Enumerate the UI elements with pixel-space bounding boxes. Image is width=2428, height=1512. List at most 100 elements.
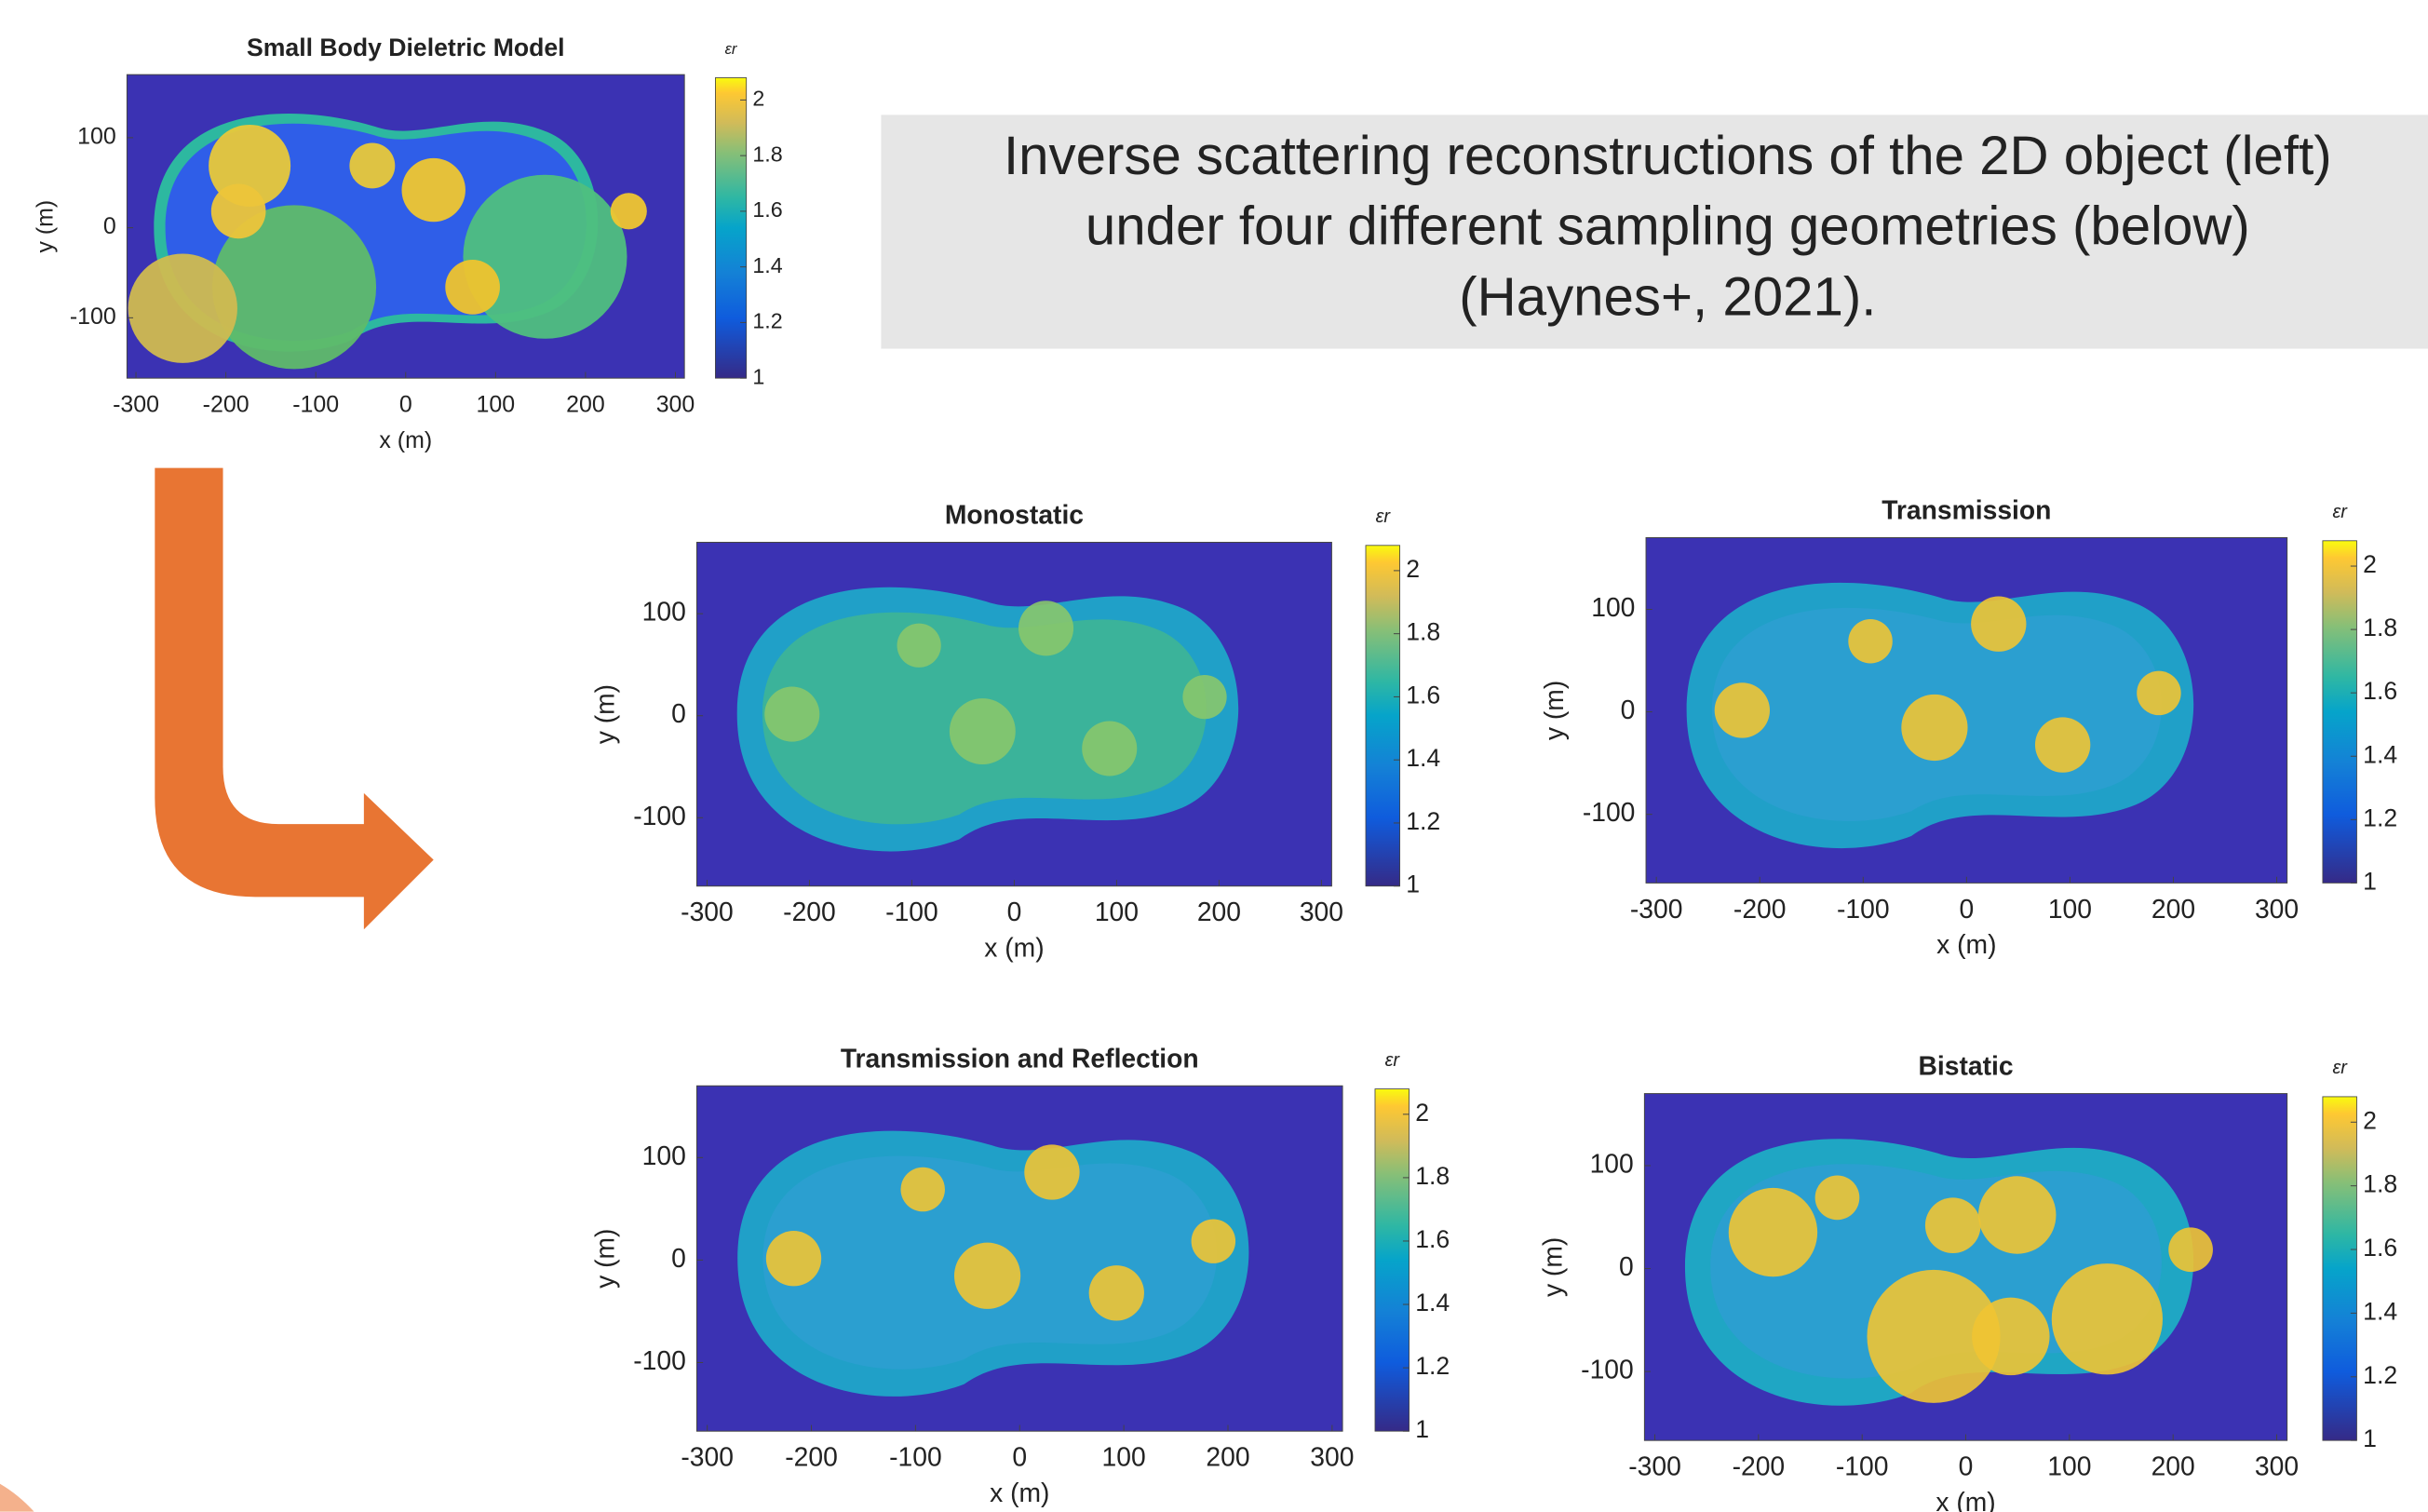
colorbar-tick-label: 2 (1406, 555, 1420, 583)
colorbar-tick-label: 1.8 (752, 142, 782, 166)
x-tick-label: 0 (1007, 897, 1022, 926)
colorbar-tick-label: 2 (1415, 1099, 1429, 1127)
inclusion (611, 193, 647, 229)
colorbar (715, 77, 746, 378)
colorbar-tick-label: 1.8 (1415, 1162, 1450, 1190)
inclusion (897, 624, 941, 668)
x-tick-label: -200 (783, 897, 836, 926)
x-tick-label: -300 (1630, 894, 1683, 924)
colorbar-tick-label: 1.6 (752, 197, 782, 222)
slide: {"caption":{"lines":["Inverse scattering… (0, 0, 2428, 1512)
corner-decoration (0, 1484, 34, 1512)
colorbar-tick-label: 1.6 (2363, 1234, 2397, 1262)
x-tick-label: -200 (203, 392, 250, 418)
colorbar-tick-label: 1 (752, 364, 764, 388)
y-tick-label: 100 (1590, 1148, 1634, 1178)
colorbar-tick-label: 1.6 (2363, 677, 2397, 705)
colorbar-tick-label: 1.2 (2363, 803, 2397, 831)
caption-line: (Haynes+, 2021). (1459, 266, 1876, 327)
colorbar-tick-label: 1.4 (752, 253, 782, 277)
inclusion (2168, 1227, 2213, 1272)
y-axis-label: y (m) (589, 1229, 619, 1289)
colorbar-tick-label: 1.6 (1415, 1225, 1450, 1253)
colorbar-label: εr (1376, 506, 1392, 527)
x-tick-label: 300 (2255, 894, 2299, 924)
chart-title: Transmission and Reflection (841, 1043, 1199, 1073)
y-tick-label: 0 (671, 698, 686, 728)
x-tick-label: 300 (656, 392, 695, 418)
x-tick-label: -200 (1733, 1451, 1786, 1481)
arrow (155, 468, 433, 930)
colorbar (1366, 546, 1400, 886)
inclusion (950, 698, 1016, 764)
x-tick-label: 300 (1300, 897, 1343, 926)
x-axis-label: x (m) (1936, 1487, 1995, 1512)
inclusion (2035, 717, 2090, 772)
colorbar-tick-label: 2 (752, 87, 764, 111)
y-tick-label: 100 (77, 123, 116, 149)
inclusion (401, 158, 465, 222)
x-tick-label: 300 (1310, 1442, 1354, 1472)
inclusion (349, 143, 395, 189)
colorbar-tick-label: 1.2 (752, 309, 782, 333)
heatmap-chart: Small Body Dieletric Model-300-200-10001… (32, 34, 782, 453)
x-tick-label: -100 (1836, 1451, 1889, 1481)
slide-canvas: Inverse scattering reconstructions of th… (0, 0, 2428, 1512)
caption-line: Inverse scattering reconstructions of th… (1004, 126, 2332, 186)
inclusion (766, 1231, 821, 1286)
y-axis-label: y (m) (589, 684, 619, 744)
colorbar-label: εr (1385, 1050, 1401, 1071)
colorbar-tick-label: 2 (2363, 550, 2377, 578)
colorbar-tick-label: 1 (1415, 1415, 1429, 1443)
x-tick-label: 200 (2151, 1451, 2195, 1481)
x-tick-label: 0 (399, 392, 412, 418)
colorbar-label: εr (725, 40, 738, 58)
x-tick-label: -200 (1733, 894, 1787, 924)
x-tick-label: -300 (681, 897, 734, 926)
colorbar-tick-label: 1.8 (1406, 618, 1440, 646)
chart-title: Monostatic (945, 500, 1084, 530)
y-tick-label: -100 (633, 1345, 686, 1375)
chart-title: Bistatic (1918, 1051, 2013, 1081)
x-tick-label: 100 (477, 392, 516, 418)
inclusion (1972, 1298, 2049, 1375)
inclusion (1018, 601, 1073, 655)
x-tick-label: 100 (1095, 897, 1139, 926)
y-axis-label: y (m) (1537, 1237, 1567, 1297)
caption-line: under four different sampling geometries… (1086, 196, 2250, 257)
colorbar-tick-label: 1 (2363, 867, 2377, 895)
x-tick-label: -100 (292, 392, 339, 418)
inclusion (1715, 682, 1770, 737)
inclusion (1192, 1219, 1235, 1262)
chart-title: Transmission (1882, 495, 2051, 525)
colorbar-tick-label: 1.4 (1406, 744, 1440, 772)
x-tick-label: 0 (1959, 1451, 1974, 1481)
x-tick-label: 200 (2151, 894, 2195, 924)
inclusion (2137, 671, 2180, 715)
heatmap-chart: Bistatic-300-200-1000100200300-1000100x … (1537, 1051, 2397, 1512)
inclusion (1815, 1176, 1860, 1221)
y-tick-label: 100 (642, 1141, 686, 1170)
x-tick-label: -100 (885, 897, 938, 926)
y-tick-label: 0 (1621, 695, 1636, 724)
inclusion (1848, 619, 1892, 663)
x-tick-label: 0 (1959, 894, 1974, 924)
inclusion (954, 1243, 1020, 1309)
colorbar-tick-label: 1.4 (1415, 1289, 1450, 1316)
inclusion (2052, 1263, 2163, 1374)
inclusion (764, 687, 819, 742)
inclusion (1901, 695, 1967, 761)
colorbar (1375, 1089, 1410, 1432)
y-tick-label: 0 (103, 213, 116, 239)
x-axis-label: x (m) (990, 1478, 1049, 1507)
inclusion (445, 260, 500, 315)
colorbar-tick-label: 1 (2363, 1424, 2377, 1452)
colorbar-tick-label: 1.2 (1406, 807, 1440, 835)
y-tick-label: -100 (1581, 1355, 1634, 1384)
y-tick-label: -100 (1583, 797, 1636, 827)
x-tick-label: -100 (889, 1442, 942, 1472)
y-tick-label: 100 (1591, 592, 1635, 622)
x-tick-label: 100 (2047, 1451, 2091, 1481)
colorbar (2323, 541, 2357, 884)
